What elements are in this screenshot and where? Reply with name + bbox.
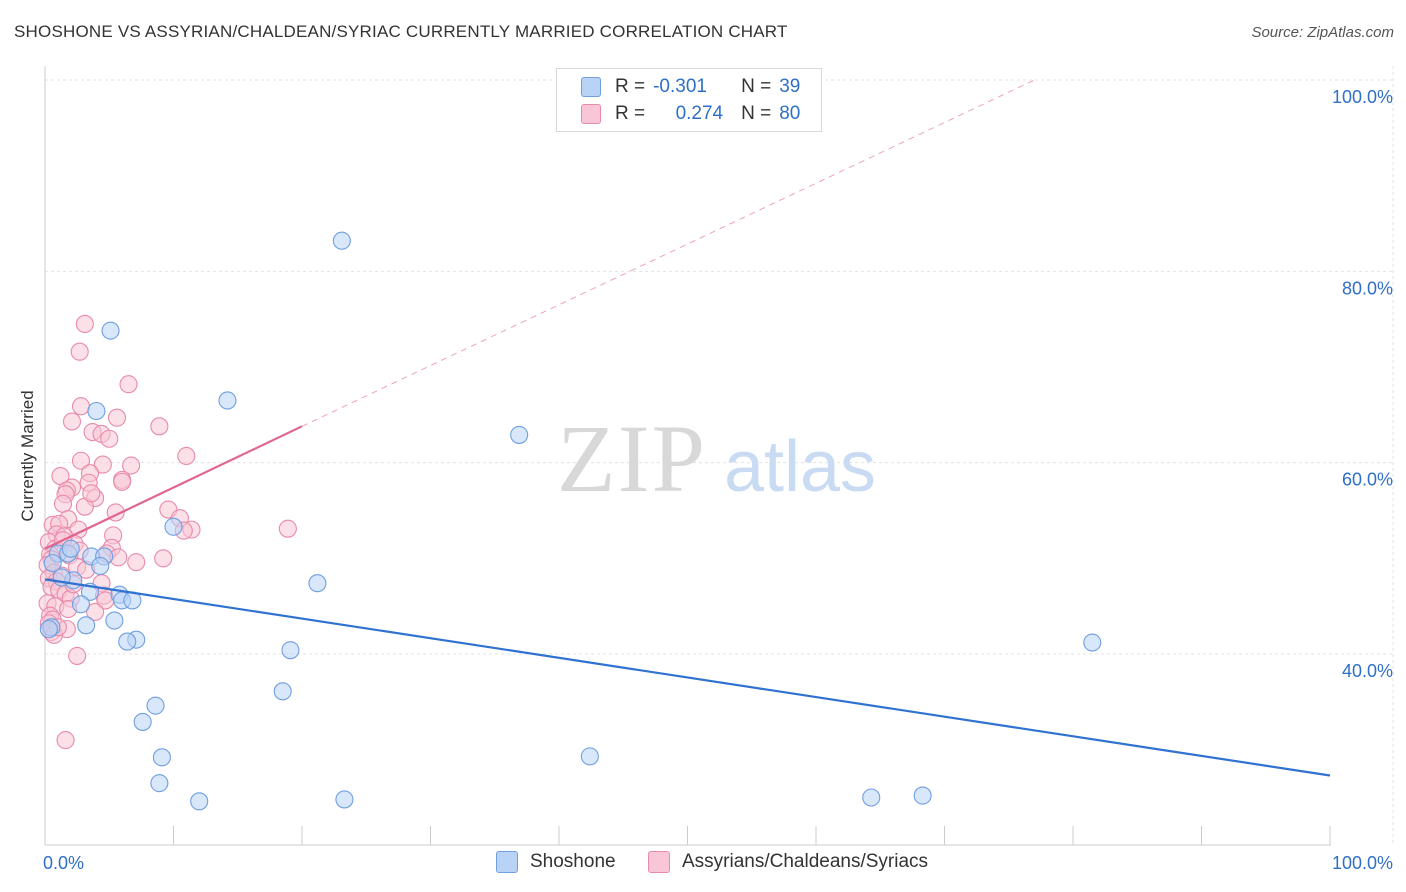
bottom-legend-shoshone: Shoshone xyxy=(496,851,616,873)
shoshone-point xyxy=(77,616,96,635)
legend-row-assyrians: R = 0.274 N = 80 xyxy=(581,100,800,128)
watermark-atlas: atlas xyxy=(724,427,876,507)
assyrian-point xyxy=(75,314,94,334)
shoshone-point xyxy=(273,682,292,701)
assyrian-point xyxy=(82,484,101,503)
shoshone-point xyxy=(91,556,110,576)
source-label: Source: ZipAtlas.com xyxy=(1251,24,1394,41)
assyrian-point xyxy=(62,412,82,431)
x-tick-labels: 0.0% 100.0% xyxy=(43,853,1393,873)
assyrian-point xyxy=(122,456,141,475)
legend-swatch-shoshone xyxy=(581,77,601,97)
x-tick-label: 100.0% xyxy=(1332,853,1393,873)
assyrian-point xyxy=(71,451,91,470)
shoshone-trend-line xyxy=(44,578,1331,777)
assyrian-point xyxy=(56,731,75,750)
y-axis-label: Currently Married xyxy=(18,390,37,521)
shoshone-point xyxy=(332,231,351,250)
shoshone-point xyxy=(87,401,106,421)
assyrian-point xyxy=(86,602,105,621)
shoshone-point xyxy=(164,517,183,536)
shoshone-point xyxy=(308,574,327,593)
assyrian-point xyxy=(113,472,132,491)
shoshone-point xyxy=(133,712,152,731)
watermark: ZIP atlas xyxy=(557,405,876,512)
assyrian-point xyxy=(127,553,146,572)
bottom-legend-label-assyrians: Assyrians/Chaldeans/Syriacs xyxy=(682,851,929,872)
assyrian-point xyxy=(71,397,91,416)
shoshone-point xyxy=(101,321,120,340)
assyrian-point xyxy=(150,417,169,436)
y-tick-label: 80.0% xyxy=(1342,278,1393,298)
shoshone-point xyxy=(118,632,137,651)
legend-swatch-assyrians xyxy=(581,104,601,124)
legend-row-shoshone: R = -0.301 N = 39 xyxy=(581,73,800,101)
y-tick-label: 100.0% xyxy=(1332,87,1393,107)
trend-lines xyxy=(44,79,1331,777)
shoshone-point xyxy=(39,620,58,639)
assyrian-trend-line xyxy=(44,425,303,550)
y-tick-label: 40.0% xyxy=(1342,661,1393,681)
shoshone-point xyxy=(146,696,165,715)
bottom-legend-swatch-assyrians xyxy=(648,851,670,873)
legend-n-value: 80 xyxy=(779,103,801,124)
assyrian-point xyxy=(154,549,173,568)
assyrian-point xyxy=(68,646,87,665)
bottom-legend-label-shoshone: Shoshone xyxy=(530,851,616,872)
assyrian-trend-extension xyxy=(301,79,1035,427)
bottom-legend-swatch-shoshone xyxy=(496,851,518,873)
y-tick-label: 60.0% xyxy=(1342,470,1393,490)
shoshone-point xyxy=(71,595,91,614)
data-points xyxy=(38,231,1102,811)
legend-r-value: 0.274 xyxy=(675,103,724,124)
assyrian-point xyxy=(70,342,89,361)
x-tick-label: 0.0% xyxy=(43,853,84,873)
legend-r-label: R = xyxy=(615,76,646,97)
shoshone-point xyxy=(913,786,932,805)
legend-n-label: N = xyxy=(741,103,772,124)
shoshone-point xyxy=(510,425,529,444)
assyrian-point xyxy=(53,494,73,513)
y-tick-labels: 40.0% 60.0% 80.0% 100.0% xyxy=(1332,87,1393,681)
shoshone-point xyxy=(150,774,169,793)
legend-r-label: R = xyxy=(615,103,646,124)
shoshone-point xyxy=(43,554,62,573)
assyrian-point xyxy=(100,429,119,448)
axes xyxy=(44,66,1331,846)
shoshone-point xyxy=(152,748,171,767)
assyrian-point xyxy=(177,446,196,466)
shoshone-point xyxy=(281,641,300,660)
shoshone-point xyxy=(105,611,124,630)
shoshone-point xyxy=(190,792,209,811)
bottom-legend-assyrians: Assyrians/Chaldeans/Syriacs xyxy=(648,851,928,873)
shoshone-point xyxy=(218,391,237,410)
assyrian-point xyxy=(107,408,127,427)
watermark-zip: ZIP xyxy=(557,405,707,512)
shoshone-point xyxy=(335,790,354,809)
stats-legend: R = -0.301 N = 39 R = 0.274 N = 80 xyxy=(556,68,822,132)
shoshone-point xyxy=(61,539,80,558)
chart-title: SHOSHONE VS ASSYRIAN/CHALDEAN/SYRIAC CUR… xyxy=(14,22,788,41)
legend-n-value: 39 xyxy=(779,76,801,97)
assyrian-point xyxy=(93,455,112,474)
shoshone-point xyxy=(580,747,599,766)
legend-n-label: N = xyxy=(741,76,772,97)
shoshone-point xyxy=(862,788,881,807)
shoshone-point xyxy=(1083,633,1102,652)
gridlines xyxy=(45,66,1394,845)
legend-r-value: -0.301 xyxy=(653,76,707,97)
assyrian-point xyxy=(278,519,297,538)
assyrian-point xyxy=(119,375,138,394)
